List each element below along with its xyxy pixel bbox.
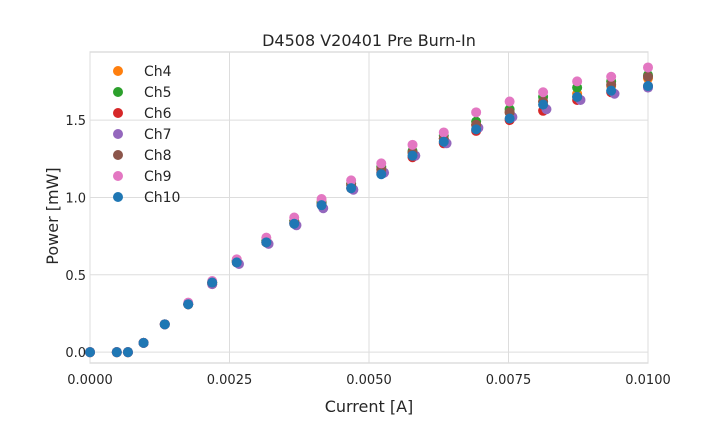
data-point-ch10 xyxy=(471,124,482,135)
data-point-ch9 xyxy=(606,71,617,82)
data-point-ch10 xyxy=(159,319,170,330)
y-tick-label: 0.5 xyxy=(65,269,86,284)
data-point-ch9 xyxy=(538,87,549,98)
x-tick-label: 0.0100 xyxy=(625,373,671,388)
legend-label-ch10: Ch10 xyxy=(144,190,180,206)
data-point-ch9 xyxy=(376,158,387,169)
legend-marker-ch4 xyxy=(113,66,123,76)
data-point-ch10 xyxy=(504,113,515,124)
legend-marker-ch8 xyxy=(113,150,123,160)
legend-marker-ch9 xyxy=(113,171,123,181)
data-point-ch10 xyxy=(207,277,218,288)
legend: Ch4 Ch5 Ch6 Ch7 Ch8 Ch9 Ch10 xyxy=(113,64,180,206)
data-point-ch10 xyxy=(407,150,418,161)
data-point-ch10 xyxy=(261,237,272,248)
y-tick-label: 0.0 xyxy=(65,346,86,361)
data-point-ch10 xyxy=(376,169,387,180)
data-point-ch10 xyxy=(346,183,357,194)
chart-title: D4508 V20401 Pre Burn-In xyxy=(262,31,476,50)
legend-label-ch6: Ch6 xyxy=(144,106,172,122)
legend-label-ch7: Ch7 xyxy=(144,127,172,143)
x-tick-label: 0.0075 xyxy=(486,373,532,388)
data-point-ch9 xyxy=(504,96,515,107)
tick-labels: 0.0000 0.0025 0.0050 0.0075 0.0100 0.0 0.5 1.0 1… xyxy=(65,114,670,388)
data-point-ch10 xyxy=(183,299,194,310)
data-point-ch10 xyxy=(231,257,242,268)
data-point-ch9 xyxy=(643,62,653,73)
legend-marker-ch7 xyxy=(113,129,123,139)
data-point-ch10 xyxy=(85,347,95,358)
data-point-ch10 xyxy=(643,81,653,92)
legend-label-ch4: Ch4 xyxy=(144,64,172,80)
legend-marker-ch6 xyxy=(113,108,123,118)
data-point-ch10 xyxy=(111,347,122,358)
data-points xyxy=(85,62,653,358)
data-point-ch10 xyxy=(138,337,149,348)
data-point-ch8 xyxy=(643,71,653,82)
x-tick-label: 0.0050 xyxy=(346,373,392,388)
legend-label-ch5: Ch5 xyxy=(144,85,172,101)
legend-label-ch9: Ch9 xyxy=(144,169,172,185)
y-tick-label: 1.0 xyxy=(65,191,86,206)
legend-marker-ch10 xyxy=(113,192,123,202)
data-point-ch9 xyxy=(572,76,583,87)
data-point-ch10 xyxy=(122,347,133,358)
data-point-ch10 xyxy=(572,91,583,102)
x-axis-label: Current [A] xyxy=(325,397,414,416)
data-point-ch10 xyxy=(316,200,327,211)
data-point-ch9 xyxy=(438,127,449,138)
data-point-ch10 xyxy=(289,218,300,229)
x-tick-label: 0.0025 xyxy=(207,373,253,388)
x-tick-label: 0.0000 xyxy=(67,373,113,388)
data-point-ch9 xyxy=(407,139,418,150)
y-axis-label: Power [mW] xyxy=(43,167,62,264)
data-point-ch10 xyxy=(538,99,549,110)
grid xyxy=(89,52,649,363)
legend-label-ch8: Ch8 xyxy=(144,148,172,164)
y-tick-label: 1.5 xyxy=(65,114,86,129)
data-point-ch10 xyxy=(606,85,617,96)
data-point-ch9 xyxy=(471,107,482,118)
legend-marker-ch5 xyxy=(113,87,123,97)
data-point-ch10 xyxy=(438,136,449,147)
data-point-ch9 xyxy=(346,175,357,186)
